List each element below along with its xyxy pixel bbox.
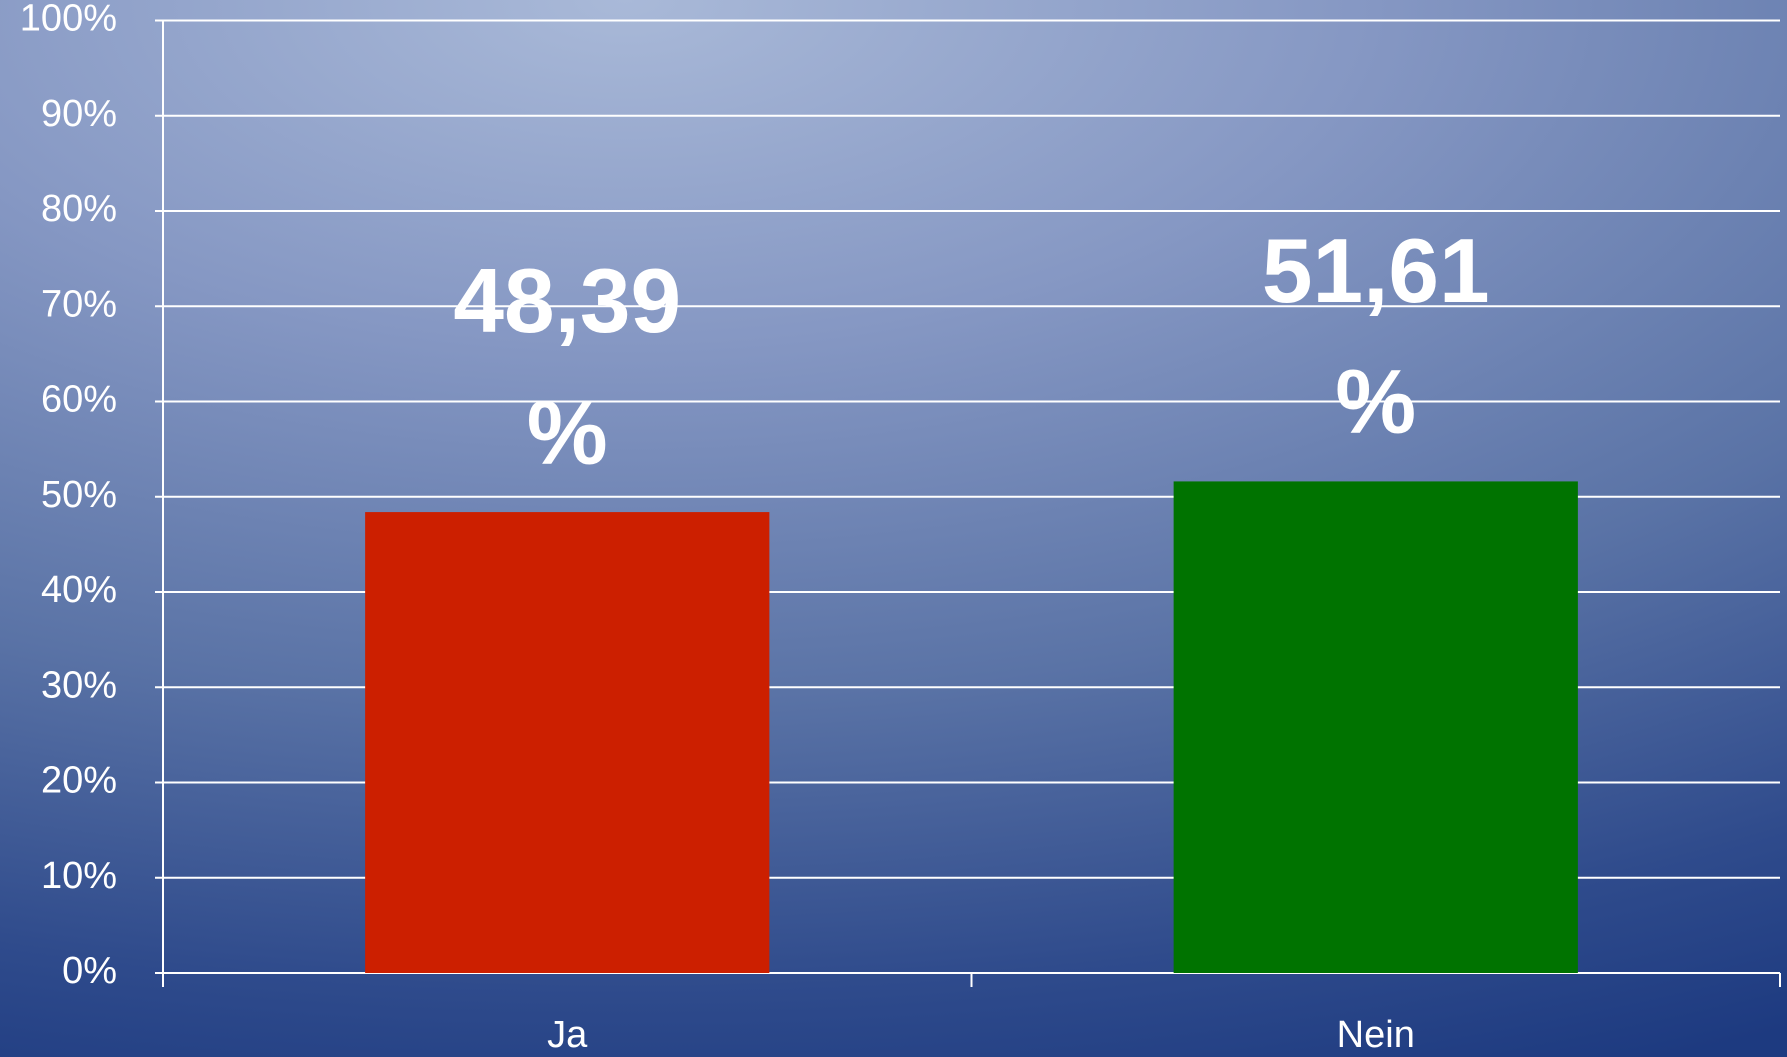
x-tick-label: Ja <box>547 1014 588 1056</box>
bar <box>1173 481 1578 973</box>
data-label: 51,61 % <box>1261 220 1490 454</box>
y-tick-label: 0% <box>62 950 117 992</box>
y-tick-label: 100% <box>20 0 117 40</box>
y-tick-label: 40% <box>41 569 117 611</box>
data-label: 48,39 % <box>453 251 682 485</box>
y-tick-label: 70% <box>41 283 117 325</box>
y-tick-label: 80% <box>41 188 117 230</box>
x-tick-label: Nein <box>1337 1014 1415 1056</box>
y-tick-label: 20% <box>41 760 117 802</box>
y-tick-label: 50% <box>41 474 117 516</box>
y-tick-label: 60% <box>41 379 117 421</box>
bar <box>365 512 770 973</box>
y-tick-label: 30% <box>41 664 117 706</box>
y-tick-label: 10% <box>41 855 117 897</box>
y-tick-label: 90% <box>41 93 117 135</box>
